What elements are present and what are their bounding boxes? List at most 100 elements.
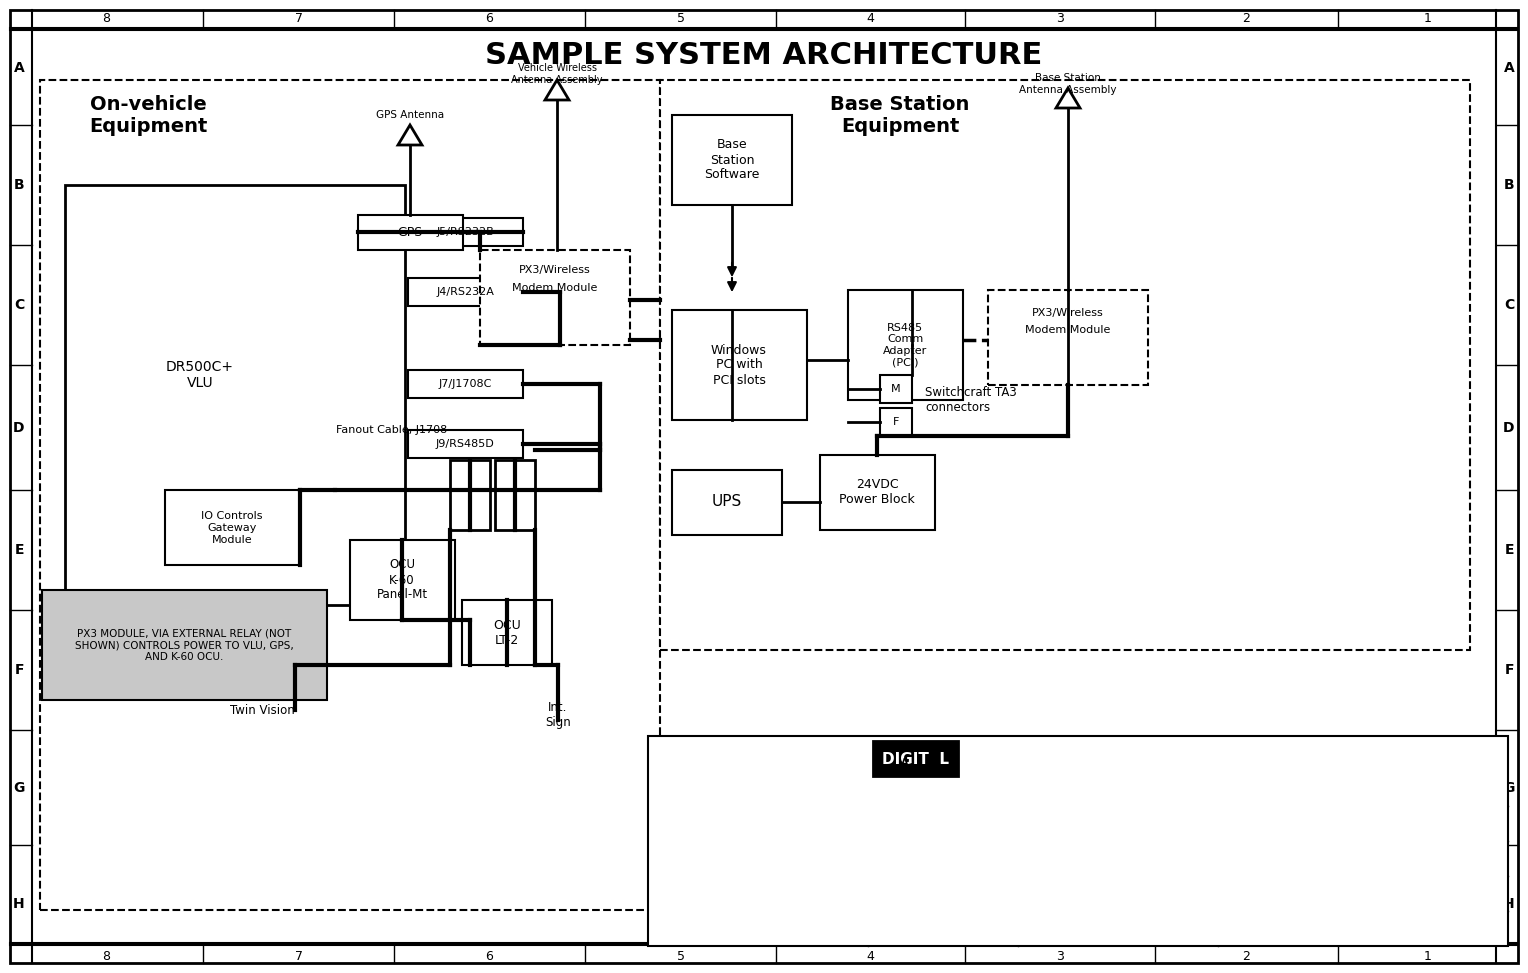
Text: H: H <box>1504 897 1514 911</box>
Bar <box>648 736 1508 946</box>
Text: 6: 6 <box>486 951 494 963</box>
Text: 2: 2 <box>1242 951 1250 963</box>
Bar <box>41 590 327 700</box>
Text: www.talkingbus.com: www.talkingbus.com <box>1233 787 1313 797</box>
Bar <box>40 80 660 910</box>
Text: PX3 MODULE, VIA EXTERNAL RELAY (NOT
SHOWN) CONTROLS POWER TO VLU, GPS,
AND K-60 : PX3 MODULE, VIA EXTERNAL RELAY (NOT SHOW… <box>75 629 293 662</box>
Text: SCALE: SCALE <box>871 916 894 922</box>
Text: E: E <box>14 543 24 557</box>
Text: 5: 5 <box>677 12 685 24</box>
Polygon shape <box>1056 88 1080 108</box>
Text: Modem Module: Modem Module <box>1025 325 1111 335</box>
Text: FILENAME: FILENAME <box>651 811 686 817</box>
Text: Windows
PC with
PCI slots: Windows PC with PCI slots <box>711 343 767 386</box>
Text: F: F <box>14 663 24 677</box>
Text: F: F <box>1504 663 1514 677</box>
Text: P.O. BOX 14068: P.O. BOX 14068 <box>1244 754 1302 764</box>
Text: 7: 7 <box>295 12 303 24</box>
Text: 1.800.222.9583   FAX 919.361.2947: 1.800.222.9583 FAX 919.361.2947 <box>1204 776 1342 785</box>
Text: 3: 3 <box>1056 12 1063 24</box>
Bar <box>461 600 552 665</box>
Text: REV: REV <box>1471 881 1485 887</box>
Text: SIZE: SIZE <box>871 881 886 887</box>
Text: WIRELESS TRANSFER OPTION SYSTEM ARCHITECTURE: WIRELESS TRANSFER OPTION SYSTEM ARCHITEC… <box>1137 826 1438 836</box>
Text: 24VDC
Power Block: 24VDC Power Block <box>839 478 915 506</box>
Text: G: G <box>1504 780 1514 795</box>
Bar <box>880 375 912 403</box>
Text: J7/J1708C: J7/J1708C <box>439 379 492 389</box>
Bar <box>408 218 523 246</box>
Bar <box>495 460 535 530</box>
Text: REVISED: REVISED <box>651 881 681 887</box>
Bar <box>660 80 1470 650</box>
Bar <box>672 470 782 535</box>
Text: 4: 4 <box>866 12 874 24</box>
Text: A: A <box>885 893 891 903</box>
Text: Switchcraft TA3
connectors: Switchcraft TA3 connectors <box>924 386 1016 414</box>
Bar <box>880 408 912 436</box>
Text: On-vehicle
Equipment: On-vehicle Equipment <box>89 94 208 135</box>
Text: B: B <box>14 178 24 192</box>
Polygon shape <box>545 80 568 100</box>
Text: 2: 2 <box>1242 12 1250 24</box>
Text: 3: 3 <box>1056 951 1063 963</box>
Bar <box>672 115 792 205</box>
Text: DRAWN BY: DRAWN BY <box>651 916 688 922</box>
Text: A: A <box>902 758 909 768</box>
Text: PROJECT NO.: PROJECT NO. <box>911 881 955 887</box>
Bar <box>451 460 490 530</box>
Text: UPS: UPS <box>712 494 743 510</box>
Text: A: A <box>14 60 24 75</box>
Text: A DRI Company: A DRI Company <box>1028 791 1077 797</box>
Text: 8: 8 <box>102 12 110 24</box>
Text: Modem Module: Modem Module <box>512 283 597 293</box>
Text: G: G <box>14 780 24 795</box>
Text: 4018 PATRIOT DRIVE, SUITE 100: 4018 PATRIOT DRIVE, SUITE 100 <box>1212 743 1334 752</box>
Polygon shape <box>397 125 422 145</box>
Bar <box>848 290 963 400</box>
Bar <box>408 278 523 306</box>
Text: SYSTEM ARCHITECTURE.VSD: SYSTEM ARCHITECTURE.VSD <box>683 823 833 833</box>
Text: Base
Station
Software: Base Station Software <box>704 138 759 182</box>
Text: Vehicle Wireless: Vehicle Wireless <box>518 63 596 73</box>
Text: 7: 7 <box>295 951 303 963</box>
Text: GPS: GPS <box>397 226 423 238</box>
Text: 1: 1 <box>1424 12 1432 24</box>
Text: PX3/Wireless: PX3/Wireless <box>1031 308 1103 318</box>
Text: RS485
Comm
Adapter
(PCI): RS485 Comm Adapter (PCI) <box>883 323 927 368</box>
Text: Base Station: Base Station <box>1034 73 1102 83</box>
Text: THIS DRAWING IS THE PROPERTY OF DIGITAL RECORDERS,INC.,
WHO  RETAINS ALL PATENT,: THIS DRAWING IS THE PROPERTY OF DIGITAL … <box>662 757 854 785</box>
Bar <box>989 290 1148 385</box>
Text: C: C <box>1504 298 1514 312</box>
Text: SAMPLE SYSTEM ARCHITECTURE: SAMPLE SYSTEM ARCHITECTURE <box>486 41 1042 69</box>
Text: PX3/Wireless: PX3/Wireless <box>520 265 591 275</box>
Bar <box>66 185 405 605</box>
Text: C: C <box>14 298 24 312</box>
Text: RECORDERS: RECORDERS <box>955 752 1050 766</box>
Text: 1 OF 1: 1 OF 1 <box>1280 928 1316 938</box>
Bar <box>408 430 523 458</box>
Text: F: F <box>892 417 898 427</box>
Text: 5: 5 <box>677 951 685 963</box>
Text: OCU
K-60
Panel-Mt: OCU K-60 Panel-Mt <box>376 559 428 601</box>
Text: JDK: JDK <box>749 928 767 938</box>
Text: 6/4/01: 6/4/01 <box>741 893 775 903</box>
Text: B: B <box>1504 178 1514 192</box>
Text: TITLE: TITLE <box>871 811 889 817</box>
Text: TM: TM <box>969 788 976 794</box>
Text: D: D <box>1504 420 1514 435</box>
Text: 4/24/01: 4/24/01 <box>738 858 778 868</box>
Text: H: H <box>14 897 24 911</box>
Bar <box>672 310 807 420</box>
Bar <box>165 490 299 565</box>
Text: DWG NO: DWG NO <box>992 881 1021 887</box>
Text: D: D <box>14 420 24 435</box>
Text: OCU
LT-2: OCU LT-2 <box>494 619 521 647</box>
Text: DATE: DATE <box>651 846 669 852</box>
Text: Int.
Sign: Int. Sign <box>545 701 571 729</box>
Text: A: A <box>1504 60 1514 75</box>
Text: IO Controls
Gateway
Module: IO Controls Gateway Module <box>202 512 263 545</box>
Text: 4: 4 <box>866 951 874 963</box>
Text: E: E <box>1504 543 1514 557</box>
Text: J4/RS232A: J4/RS232A <box>435 287 494 297</box>
